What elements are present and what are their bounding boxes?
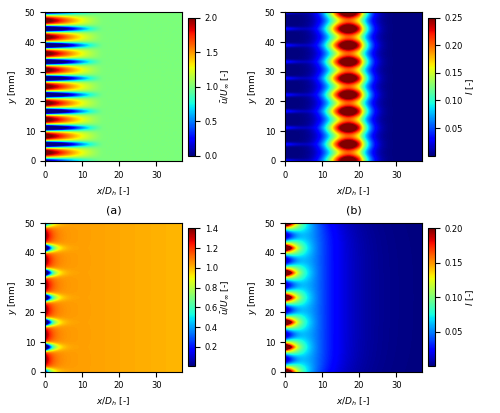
- X-axis label: $x/D_h$ [-]: $x/D_h$ [-]: [96, 396, 130, 408]
- X-axis label: $x/D_h$ [-]: $x/D_h$ [-]: [336, 396, 370, 408]
- X-axis label: $x/D_h$ [-]: $x/D_h$ [-]: [96, 185, 130, 198]
- X-axis label: $x/D_h$ [-]: $x/D_h$ [-]: [336, 185, 370, 198]
- Text: (b): (b): [346, 205, 362, 216]
- Y-axis label: $y$ [mm]: $y$ [mm]: [246, 69, 259, 104]
- Y-axis label: $\bar{u}/U_\infty$ [-]: $\bar{u}/U_\infty$ [-]: [219, 69, 231, 104]
- Y-axis label: $I$ [-]: $I$ [-]: [464, 289, 476, 306]
- Y-axis label: $\bar{u}/U_\infty$ [-]: $\bar{u}/U_\infty$ [-]: [220, 280, 231, 315]
- Y-axis label: $I$ [-]: $I$ [-]: [464, 78, 476, 95]
- Y-axis label: $y$ [mm]: $y$ [mm]: [6, 69, 19, 104]
- Text: (a): (a): [106, 205, 122, 216]
- Y-axis label: $y$ [mm]: $y$ [mm]: [246, 280, 259, 315]
- Y-axis label: $y$ [mm]: $y$ [mm]: [6, 280, 19, 315]
